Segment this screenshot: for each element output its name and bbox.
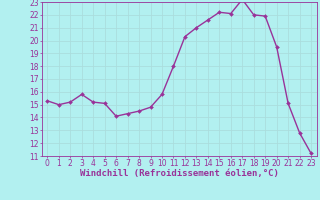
- X-axis label: Windchill (Refroidissement éolien,°C): Windchill (Refroidissement éolien,°C): [80, 169, 279, 178]
